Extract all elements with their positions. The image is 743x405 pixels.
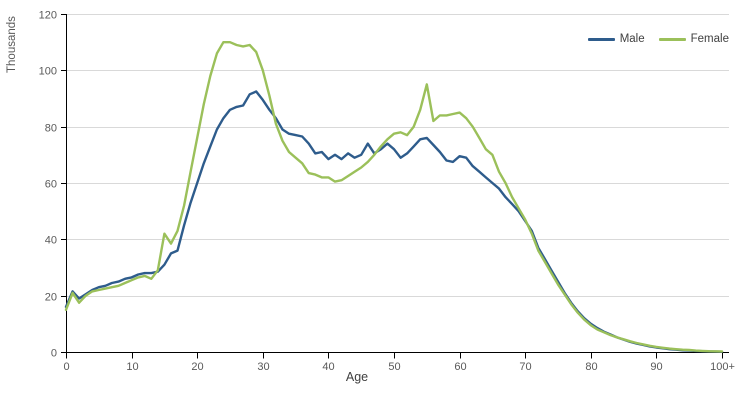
legend-item-male: Male (587, 33, 645, 45)
male-line-swatch (587, 37, 615, 41)
x-tick-label: 20 (191, 361, 203, 373)
y-tick-label: 40 (45, 235, 57, 247)
legend-label-female: Female (690, 33, 729, 45)
x-tick-label: 90 (650, 361, 662, 373)
y-tick-label: 60 (45, 179, 57, 191)
legend: Male Female (587, 33, 729, 45)
female-line (64, 41, 724, 353)
y-tick-label: 20 (45, 292, 57, 304)
x-tick-label: 30 (257, 361, 269, 373)
y-tick-label: 80 (45, 123, 57, 135)
x-tick-label: 10 (126, 361, 138, 373)
x-tick-label: 60 (454, 361, 466, 373)
x-tick-label: 70 (519, 361, 531, 373)
legend-item-female: Female (658, 33, 729, 45)
y-tick-label: 120 (39, 10, 57, 22)
x-tick-label: 0 (63, 361, 69, 373)
x-tick-label: 80 (585, 361, 597, 373)
female-line-swatch (658, 37, 686, 41)
x-tick-label: 50 (388, 361, 400, 373)
x-tick-label: 40 (322, 361, 334, 373)
male-line (64, 90, 724, 353)
x-tick-label: 100+ (710, 361, 735, 373)
legend-label-male: Male (619, 33, 645, 45)
x-axis-title: Age (345, 370, 369, 384)
y-tick-label: 0 (51, 348, 57, 360)
y-axis-title: Thousands (6, 16, 18, 73)
y-tick-label: 100 (39, 66, 57, 78)
